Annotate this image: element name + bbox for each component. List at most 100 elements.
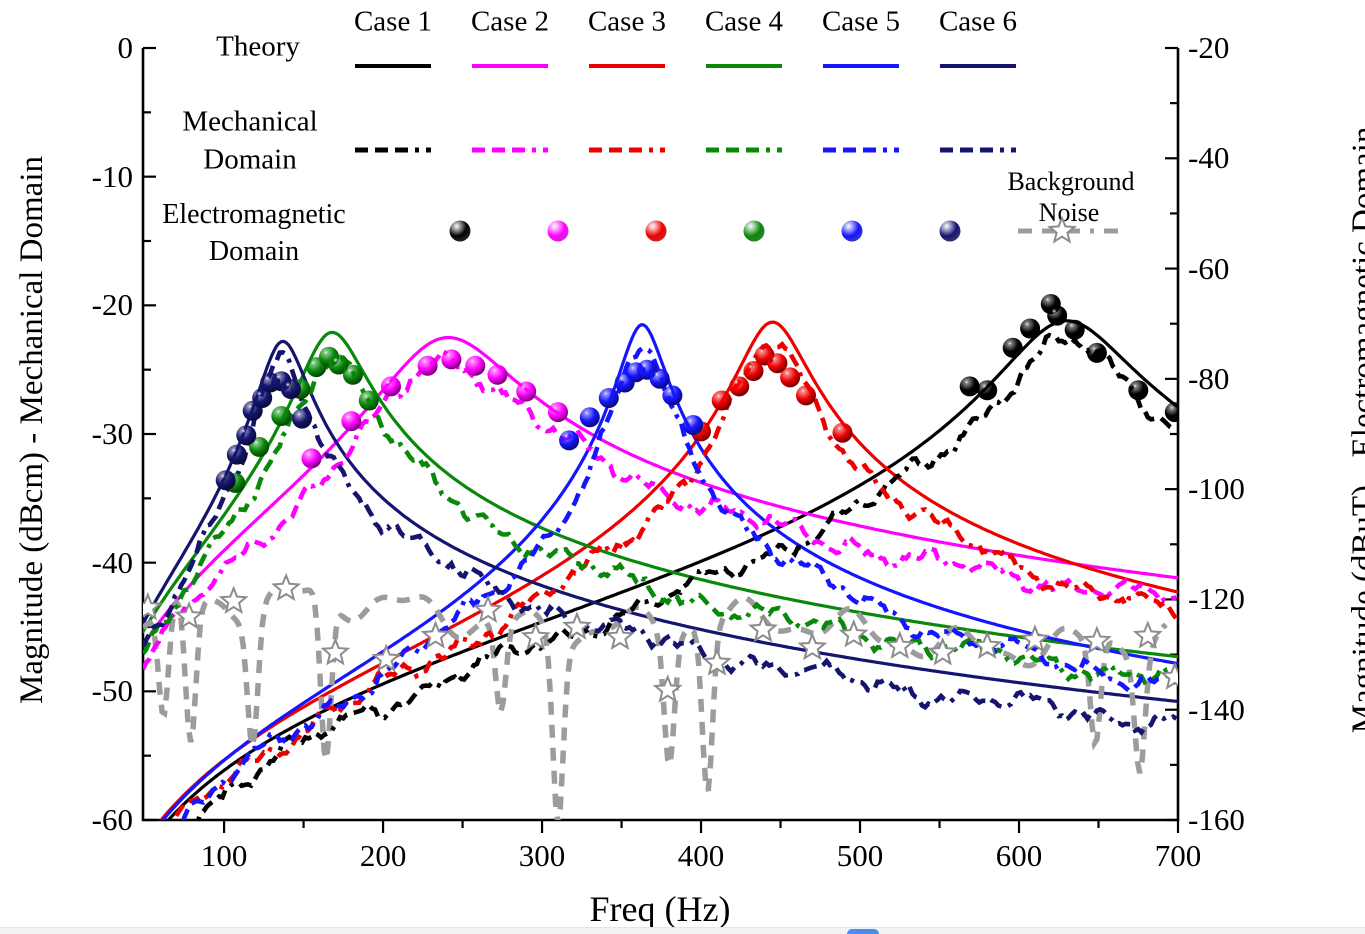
x-tick-label: 200 [359,838,407,873]
em-point [341,411,362,432]
y-left-tick-label: -10 [91,158,133,194]
theory-curves [143,319,1178,820]
legend-mechanical-sample-6 [940,147,1016,153]
em-point [271,406,292,426]
legend-theory-sample-5 [823,64,899,68]
legend-electromagnetic-sample-4 [743,220,765,242]
em-point [249,436,270,457]
em-point [832,422,853,443]
em-point [649,368,670,389]
em-point [767,353,788,374]
y-right-tick-label: -160 [1188,802,1245,837]
mechanical-curves [143,332,1178,820]
theory-curve-6 [143,339,1178,704]
em-point [683,415,704,435]
em-point [1002,337,1023,358]
x-axis-title: Freq (Hz) [589,889,731,929]
em-point [215,470,236,491]
y-right-tick-label: -80 [1188,360,1230,396]
em-point [1128,380,1149,401]
legend-case-label-1: Case 1 [353,5,433,38]
y-right-tick-label: -100 [1188,471,1245,507]
y-right-tick-label: -120 [1188,581,1245,617]
em-point [977,380,998,401]
electromagnetic-points [215,294,1178,493]
em-point [1020,318,1041,339]
theory-curve-4 [143,330,1178,659]
x-tick-label: 700 [1154,838,1202,873]
em-point [729,376,750,397]
y-left-tick-label: -20 [91,287,133,323]
y-right-tick-label: -40 [1188,140,1230,176]
legend-case-label-5: Case 5 [821,5,901,38]
em-point [1064,319,1085,340]
y-axis-title-left: Magnitude (dBcm) - Mechanical Domain [14,156,50,704]
y-right-tick-label: -20 [1188,30,1230,65]
legend-electromagnetic-label-line1: Electromagnetic [162,199,346,230]
em-point [301,448,322,469]
em-point [441,349,462,370]
axes [141,48,1180,822]
em-point [579,407,600,428]
em-point [598,388,619,408]
legend-mechanical-sample-5 [823,147,899,153]
em-point [252,388,273,408]
y-axis-title-right: Magnitude (dBuT) - Electromagnetic Domai… [1346,126,1365,734]
legend-mechanical-sample-2 [472,147,548,153]
y-left-tick-label: -60 [91,802,133,837]
em-point [236,425,257,446]
legend-electromagnetic-label-line2: Domain [208,236,300,267]
x-tick-label: 300 [518,838,566,873]
em-point [743,361,764,381]
em-point [417,355,438,376]
x-tick-label: 100 [200,838,248,873]
legend-electromagnetic-sample-6 [939,220,961,242]
y-left-tick-label: 0 [117,30,134,65]
legend-electromagnetic-sample-2 [547,220,569,242]
legend-background-noise-label-line1: Background [1007,167,1135,196]
legend-background-noise-line [1018,215,1126,244]
mechanical-curve-4 [143,355,1178,686]
legend-background-noise-label-line2: Noise [1038,198,1100,227]
floating-button-partial[interactable] [847,929,879,934]
y-right-tick-label: -140 [1188,691,1245,727]
y-left-tick-label: -50 [91,673,133,709]
legend-mechanical-sample-4 [706,147,782,153]
x-tick-label: 500 [836,838,884,873]
em-point [662,385,683,406]
em-point [381,376,401,397]
x-tick-label: 600 [995,838,1043,873]
legend-mechanical-label-line2: Domain [203,143,297,176]
legend-case-label-4: Case 4 [704,5,784,38]
mechanical-curve-1 [195,332,1178,820]
em-point [280,379,301,399]
legend-theory-sample-4 [706,64,782,68]
em-point [292,408,312,429]
y-left-tick-label: -40 [91,544,133,580]
em-point [711,390,732,411]
theory-curve-3 [159,320,1178,820]
em-point [465,355,486,376]
em-point [1047,305,1068,326]
legend-theory-sample-1 [355,64,431,68]
page-bottom-bar [0,927,1365,934]
em-point [358,390,379,411]
legend-electromagnetic-sample-5 [841,220,863,242]
em-point [959,376,980,397]
y-left-tick-label: -30 [91,416,133,451]
background-noise-stars [143,572,1178,703]
theory-curve-1 [166,319,1178,820]
em-point [796,385,816,406]
em-point [1086,342,1107,363]
em-point [548,402,568,423]
x-tick-label: 400 [677,838,725,873]
em-point [342,364,363,385]
legend-mechanical-sample-1 [355,147,431,153]
legend-theory-label: Theory [216,30,300,63]
legend-case-label-6: Case 6 [938,5,1018,38]
axis-ticks [143,46,1180,833]
em-point [328,354,349,375]
theory-curve-5 [161,323,1178,820]
